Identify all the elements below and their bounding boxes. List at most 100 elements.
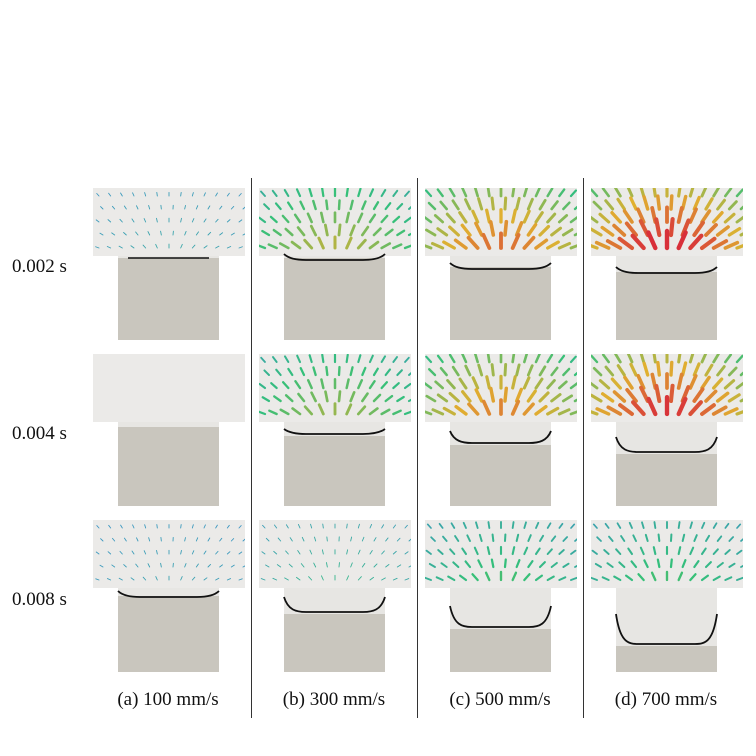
- velocity-vector: [639, 354, 646, 364]
- velocity-vector: [591, 381, 599, 390]
- velocity-vector: [669, 360, 674, 377]
- velocity-vector: [596, 536, 602, 542]
- velocity-vector: [701, 521, 706, 529]
- velocity-vector: [303, 238, 314, 250]
- velocity-vector: [676, 230, 688, 251]
- velocity-vector: [550, 366, 559, 377]
- velocity-vector: [534, 404, 548, 416]
- velocity-vector: [118, 245, 123, 249]
- velocity-vector: [591, 215, 599, 224]
- velocity-vector: [534, 547, 541, 556]
- velocity-vector: [446, 379, 456, 390]
- velocity-vector: [425, 381, 433, 390]
- velocity-vector: [346, 575, 350, 581]
- velocity-vector: [618, 403, 634, 416]
- velocity-vector: [195, 231, 199, 236]
- velocity-vector: [625, 388, 638, 403]
- velocity-vector: [538, 391, 550, 403]
- velocity-vector: [288, 563, 293, 568]
- velocity-vector: [546, 212, 557, 224]
- velocity-vector: [442, 535, 448, 542]
- velocity-vector: [557, 241, 572, 250]
- fluid-region: [93, 354, 245, 422]
- flow-panel: [425, 188, 577, 340]
- velocity-vector: [404, 524, 408, 529]
- velocity-vector: [396, 369, 403, 377]
- velocity-vector: [613, 575, 622, 582]
- interface-line: [283, 596, 386, 613]
- velocity-vector: [630, 560, 638, 569]
- velocity-vector: [677, 521, 681, 529]
- velocity-vector: [191, 576, 196, 581]
- velocity-vector: [203, 245, 208, 249]
- velocity-vector: [312, 366, 317, 377]
- velocity-vector: [538, 365, 547, 377]
- velocity-vector: [668, 216, 675, 238]
- velocity-vector: [558, 188, 566, 198]
- flow-field-svg: [591, 520, 743, 672]
- velocity-vector: [462, 521, 467, 529]
- velocity-vector: [700, 209, 712, 224]
- velocity-vector: [569, 381, 577, 390]
- velocity-vector: [558, 576, 567, 582]
- velocity-vector: [261, 229, 271, 237]
- velocity-vector: [478, 533, 483, 542]
- velocity-vector: [368, 240, 380, 250]
- velocity-vector: [349, 224, 356, 237]
- velocity-vector: [274, 202, 282, 211]
- velocity-vector: [561, 394, 574, 403]
- velocity-vector: [156, 192, 158, 197]
- velocity-vector: [723, 407, 739, 416]
- velocity-vector: [106, 246, 112, 249]
- velocity-vector: [317, 403, 325, 416]
- velocity-vector: [345, 354, 349, 364]
- velocity-vector: [290, 240, 302, 250]
- velocity-vector: [598, 379, 611, 390]
- velocity-vector: [735, 244, 743, 250]
- velocity-vector: [279, 408, 290, 416]
- velocity-vector: [526, 364, 534, 377]
- velocity-vector: [700, 375, 711, 390]
- velocity-vector: [380, 189, 387, 198]
- velocity-vector: [277, 537, 282, 542]
- velocity-vector: [461, 547, 468, 556]
- velocity-vector: [739, 232, 743, 237]
- velocity-vector: [511, 208, 517, 224]
- velocity-vector: [144, 192, 147, 197]
- velocity-vector: [700, 574, 710, 582]
- velocity-vector: [299, 200, 306, 211]
- velocity-vector: [203, 577, 208, 581]
- velocity-vector: [291, 407, 302, 416]
- velocity-vector: [641, 521, 645, 529]
- velocity-vector: [569, 215, 577, 224]
- velocity-vector: [345, 236, 353, 250]
- velocity-vector: [142, 576, 147, 581]
- velocity-vector: [624, 221, 638, 237]
- velocity-vector: [295, 188, 302, 198]
- solid-block: [450, 445, 551, 506]
- flow-panel: [93, 520, 245, 672]
- velocity-vector: [392, 524, 397, 529]
- velocity-vector: [490, 363, 495, 377]
- velocity-vector: [396, 537, 401, 542]
- velocity-vector: [477, 197, 484, 211]
- velocity-vector: [546, 548, 553, 555]
- velocity-vector: [503, 363, 508, 377]
- velocity-vector: [226, 192, 230, 197]
- velocity-vector: [656, 360, 662, 377]
- velocity-vector: [511, 375, 517, 390]
- velocity-vector: [148, 205, 151, 210]
- velocity-vector: [120, 524, 123, 529]
- velocity-vector: [522, 235, 536, 250]
- solid-block: [616, 646, 717, 672]
- velocity-vector: [372, 227, 382, 237]
- velocity-vector: [272, 356, 278, 363]
- velocity-vector: [349, 199, 354, 211]
- velocity-vector: [195, 205, 199, 210]
- velocity-vector: [384, 394, 394, 403]
- flow-panel: [425, 520, 577, 672]
- velocity-vector: [184, 537, 186, 542]
- velocity-vector: [668, 383, 675, 404]
- velocity-vector: [606, 562, 614, 568]
- velocity-vector: [155, 243, 158, 249]
